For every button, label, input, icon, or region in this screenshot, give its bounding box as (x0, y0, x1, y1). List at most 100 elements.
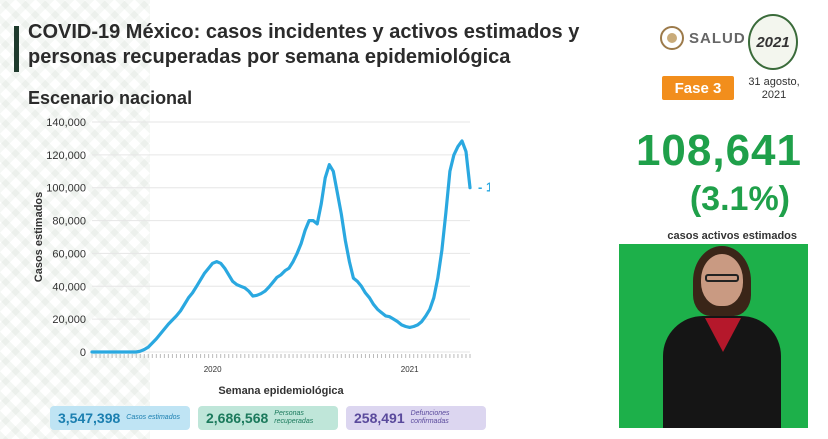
data-point (207, 267, 210, 270)
data-point (126, 350, 130, 354)
sign-language-interpreter-video (619, 244, 808, 428)
data-point (131, 350, 134, 354)
data-point (251, 294, 255, 298)
data-point (408, 326, 411, 329)
stat-defunciones-confirmadas: 258,491 Defunciones confirmadas (346, 406, 486, 430)
data-point (460, 139, 464, 143)
data-point (444, 211, 448, 214)
interpreter-glasses (705, 274, 739, 282)
data-point (199, 278, 202, 281)
data-point (328, 163, 331, 166)
change-annotation: - 17% (478, 180, 490, 195)
stat-value: 3,547,398 (58, 410, 121, 426)
data-point (235, 283, 238, 286)
data-point (424, 314, 427, 318)
data-point (283, 269, 287, 272)
data-point (243, 286, 247, 290)
data-point (219, 262, 222, 265)
data-point (247, 290, 251, 293)
data-point (336, 191, 339, 194)
data-point (468, 186, 472, 189)
data-point (179, 309, 182, 313)
data-point (340, 212, 343, 216)
stat-label: Defunciones confirmadas (410, 410, 450, 425)
data-point (311, 219, 315, 222)
stat-label: Personas recuperadas (274, 410, 314, 425)
data-point (98, 350, 102, 354)
active-cases-number: 108,641 (635, 126, 802, 175)
data-point (364, 291, 367, 295)
salud-brand-text: SALUD (689, 29, 746, 47)
data-point (291, 260, 295, 263)
data-point (404, 325, 407, 328)
data-point (187, 296, 190, 299)
data-point (420, 320, 423, 323)
data-point (255, 294, 259, 297)
data-point (110, 350, 114, 354)
data-point (147, 345, 150, 349)
data-point (315, 222, 319, 226)
data-point (231, 280, 234, 283)
data-point (163, 327, 166, 331)
y-tick-label: 60,000 (52, 248, 86, 260)
data-point (388, 315, 391, 318)
x-axis-label: Semana epidemiológica (218, 385, 344, 397)
year-2021-logo: 2021 (748, 14, 798, 70)
stat-value: 2,686,568 (206, 410, 269, 426)
data-point (299, 242, 303, 245)
data-point (118, 350, 122, 354)
data-point (432, 296, 436, 299)
salud-logo: SALUD (660, 26, 746, 50)
data-point (352, 276, 355, 280)
stat-casos-estimados: 3,547,398 Casos estimados (50, 406, 190, 430)
year-logo-text: 2021 (756, 33, 790, 51)
data-point (271, 280, 275, 284)
data-point (195, 285, 198, 288)
data-point (275, 276, 279, 279)
data-point (344, 239, 347, 242)
data-point (203, 271, 206, 275)
y-tick-label: 140,000 (46, 117, 86, 129)
data-point (151, 341, 154, 345)
data-point (114, 350, 118, 354)
data-point (376, 308, 379, 311)
data-point (171, 318, 174, 322)
data-point (360, 285, 363, 288)
data-point (416, 323, 419, 327)
x-year-label: 2021 (401, 365, 419, 374)
data-point (175, 314, 178, 318)
active-cases-label: casos activos estimados (667, 230, 797, 242)
data-point (122, 350, 126, 354)
y-tick-label: 40,000 (52, 281, 86, 293)
data-point (167, 322, 170, 326)
y-tick-label: 80,000 (52, 216, 86, 228)
data-point (159, 332, 162, 336)
page-subtitle: Escenario nacional (28, 88, 193, 108)
report-date: 31 agosto, 2021 (748, 76, 800, 101)
y-tick-label: 100,000 (46, 183, 86, 195)
data-point (456, 145, 460, 148)
data-point (215, 260, 218, 263)
data-point (263, 290, 267, 293)
data-point (464, 150, 468, 153)
data-point (239, 285, 242, 288)
data-point (102, 350, 106, 354)
data-point (303, 229, 307, 232)
title-accent-bar (14, 26, 19, 72)
data-point (295, 252, 299, 255)
data-point (392, 317, 395, 321)
data-point (384, 314, 387, 318)
data-point (324, 176, 327, 180)
data-point (396, 320, 399, 323)
x-year-label: 2020 (204, 365, 222, 374)
phase-badge: Fase 3 (662, 76, 734, 100)
stat-label: Casos estimados (126, 414, 180, 421)
data-point (223, 267, 226, 270)
data-point (139, 349, 142, 353)
data-point (428, 308, 431, 311)
y-tick-label: 0 (80, 347, 86, 359)
summary-stats: 3,547,398 Casos estimados 2,686,568 Pers… (50, 406, 486, 430)
data-point (259, 292, 263, 295)
data-point (279, 273, 283, 276)
data-point (332, 170, 335, 173)
